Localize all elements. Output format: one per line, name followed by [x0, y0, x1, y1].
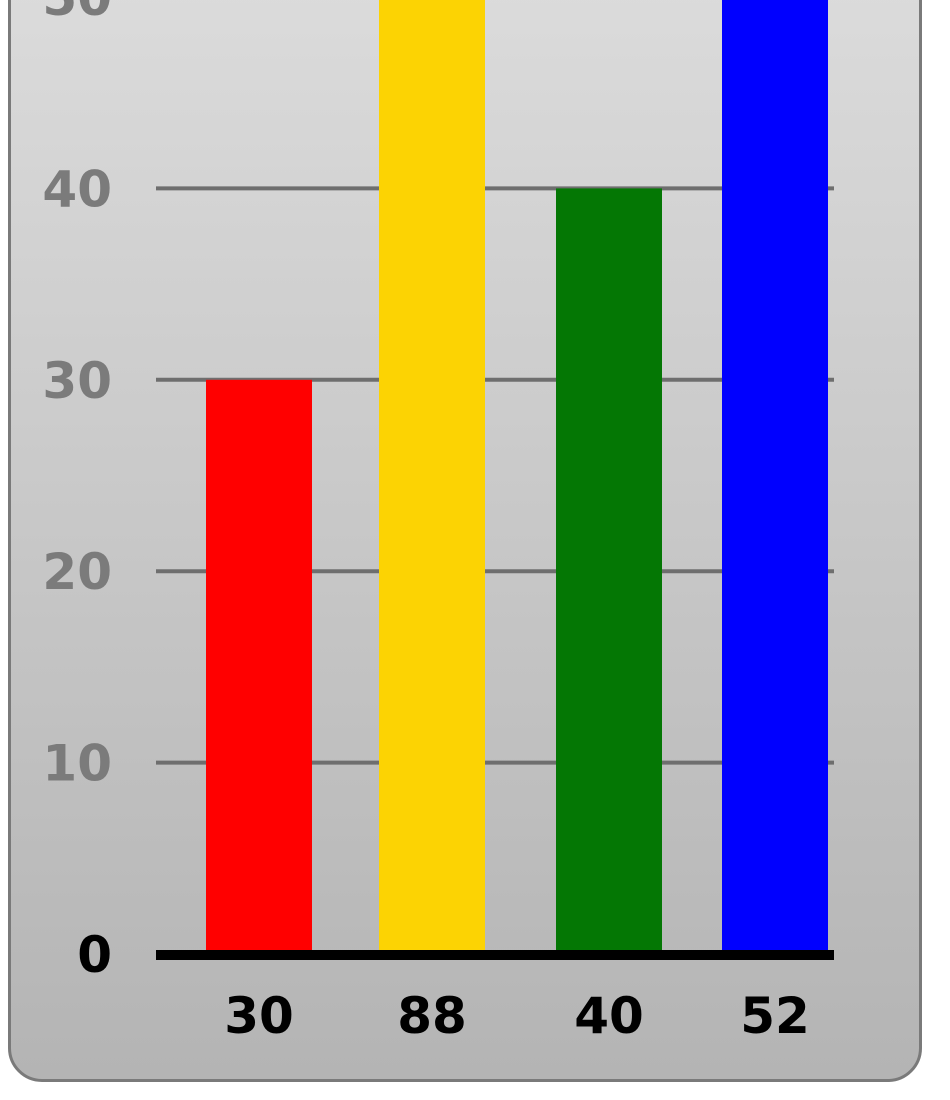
bar-30 [206, 379, 312, 954]
y-tick-label-10: 10 [42, 735, 112, 793]
bar-52 [722, 0, 828, 955]
x-tick-label-40: 40 [574, 987, 644, 1045]
bar-40 [556, 188, 662, 954]
y-tick-label-30: 30 [42, 352, 112, 410]
y-tick-label-20: 20 [42, 543, 112, 601]
x-tick-label-88: 88 [397, 987, 467, 1045]
y-tick-label-50: 50 [42, 0, 112, 27]
y-tick-label-0: 0 [77, 926, 112, 984]
x-axis-tick-labels: 30 88 40 52 [224, 987, 810, 1045]
bars [206, 0, 828, 955]
x-tick-label-30: 30 [224, 987, 294, 1045]
y-tick-label-40: 40 [42, 160, 112, 218]
y-axis-tick-labels: 0 10 20 30 40 50 [42, 0, 112, 984]
bar-88 [379, 0, 485, 954]
x-tick-label-52: 52 [740, 987, 810, 1045]
